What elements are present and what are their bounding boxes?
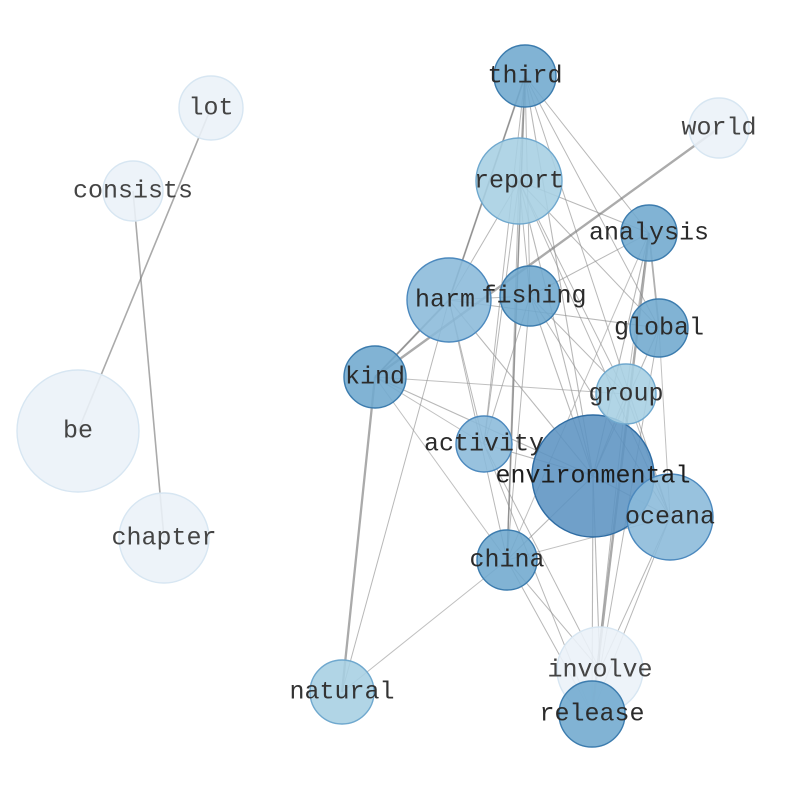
svg-text:be: be bbox=[63, 417, 93, 446]
svg-text:release: release bbox=[539, 700, 644, 729]
svg-text:analysis: analysis bbox=[589, 219, 709, 248]
svg-text:world: world bbox=[681, 114, 756, 143]
svg-text:consists: consists bbox=[73, 177, 193, 206]
svg-text:global: global bbox=[614, 314, 704, 343]
svg-text:environmental: environmental bbox=[495, 462, 690, 491]
svg-text:lot: lot bbox=[188, 94, 233, 123]
svg-text:third: third bbox=[487, 62, 562, 91]
svg-text:activity: activity bbox=[424, 430, 544, 459]
svg-text:china: china bbox=[469, 546, 544, 575]
svg-text:oceana: oceana bbox=[625, 503, 715, 532]
svg-text:group: group bbox=[588, 380, 663, 409]
svg-text:involve: involve bbox=[547, 656, 652, 685]
svg-text:chapter: chapter bbox=[111, 524, 216, 553]
svg-text:natural: natural bbox=[289, 678, 394, 707]
svg-text:report: report bbox=[474, 167, 564, 196]
svg-text:kind: kind bbox=[345, 363, 405, 392]
svg-text:fishing: fishing bbox=[481, 282, 586, 311]
svg-text:harm: harm bbox=[415, 286, 475, 315]
